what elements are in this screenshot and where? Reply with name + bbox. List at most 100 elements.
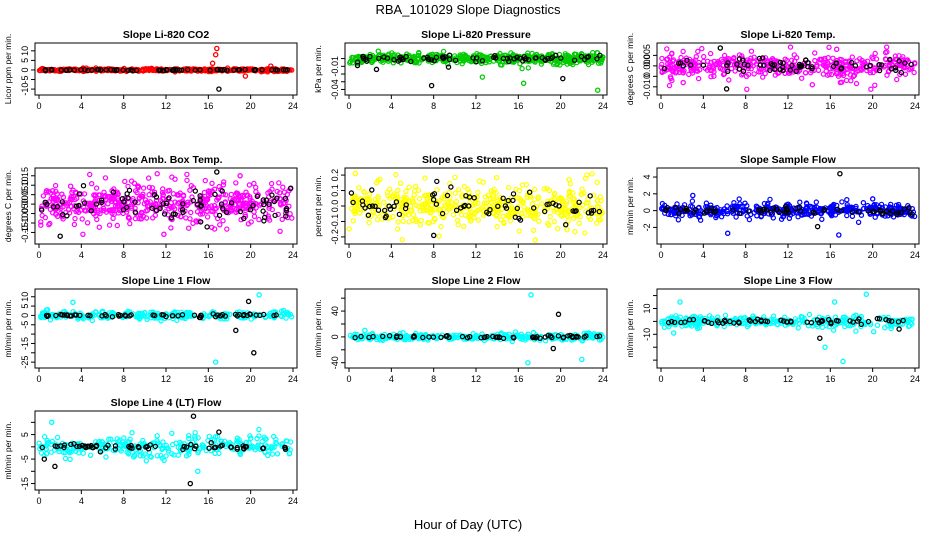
data-point — [417, 222, 423, 228]
data-point-black — [108, 66, 114, 73]
data-point-black — [218, 201, 225, 207]
data-point — [519, 182, 526, 188]
data-point-black — [434, 178, 440, 185]
data-point-black — [573, 333, 580, 340]
data-point — [874, 66, 880, 73]
data-point-black — [746, 317, 752, 323]
data-point — [812, 57, 818, 64]
data-point-black — [48, 66, 55, 73]
data-point — [478, 60, 485, 67]
data-point-black — [876, 316, 883, 322]
outlier-point — [445, 64, 452, 70]
y-tick-label: 0.05 — [20, 186, 30, 204]
data-point — [217, 222, 223, 228]
data-point — [143, 67, 149, 73]
data-point — [659, 55, 665, 62]
data-point — [717, 60, 723, 67]
data-point — [106, 310, 113, 316]
data-point — [40, 193, 47, 199]
x-tick-label: 8 — [431, 374, 436, 384]
x-tick-label: 0 — [346, 250, 351, 260]
data-point-black — [97, 449, 104, 455]
data-point — [100, 205, 107, 211]
data-point — [220, 191, 226, 197]
data-point — [146, 184, 153, 191]
data-point — [176, 192, 182, 198]
x-tick-label: 4 — [389, 250, 394, 260]
y-tick-label: 0 — [20, 67, 30, 72]
data-point — [186, 435, 192, 442]
data-point-black — [828, 321, 834, 327]
data-point — [878, 201, 885, 208]
data-point — [678, 54, 684, 61]
data-point — [372, 196, 378, 203]
outlier-point — [237, 173, 243, 179]
data-point-black — [470, 55, 476, 61]
outlier-point — [41, 456, 48, 462]
x-tick-label: 16 — [203, 101, 213, 111]
x-tick-label: 12 — [471, 101, 481, 111]
data-point-black — [95, 66, 102, 73]
data-point-black — [282, 195, 288, 202]
data-point — [494, 196, 500, 203]
data-point — [541, 206, 548, 212]
data-point — [409, 207, 415, 213]
data-point — [872, 82, 878, 89]
data-point-black — [178, 67, 185, 73]
data-point — [745, 71, 752, 78]
data-point — [178, 213, 184, 220]
y-tick-label: 0.000 — [642, 55, 652, 78]
chart-title: Slope Line 1 Flow — [122, 275, 212, 287]
data-point-black — [183, 444, 190, 450]
data-point — [148, 67, 155, 73]
data-point — [849, 54, 856, 60]
data-point-black — [163, 200, 170, 206]
data-point — [762, 70, 768, 77]
data-point-black — [546, 201, 552, 207]
data-point-black — [563, 221, 569, 228]
data-point-black — [747, 318, 754, 324]
data-point — [911, 69, 917, 76]
data-point — [860, 199, 867, 206]
y-tick-label: 5 — [20, 304, 30, 309]
outlier-point — [216, 86, 222, 92]
data-point-black — [420, 334, 426, 341]
data-point-black — [87, 313, 93, 319]
data-point — [418, 217, 424, 224]
data-point-black — [889, 318, 895, 324]
data-point-black — [431, 191, 438, 197]
data-point-black — [677, 60, 684, 66]
data-point-black — [61, 444, 67, 451]
data-point — [504, 212, 511, 219]
data-point-black — [269, 67, 275, 73]
data-point — [252, 447, 258, 453]
x-tick-label: 12 — [161, 101, 171, 111]
y-tick-label: -0.1 — [330, 214, 340, 230]
data-point — [80, 316, 87, 322]
x-tick-label: 16 — [203, 496, 213, 506]
data-point-black — [757, 62, 764, 68]
data-point — [724, 203, 730, 209]
data-point-black — [597, 52, 603, 59]
data-point — [857, 56, 863, 62]
data-point-black — [683, 205, 689, 212]
data-point-black — [482, 334, 488, 340]
outlier-point — [822, 344, 828, 350]
data-point-black — [271, 312, 277, 319]
data-point — [129, 430, 135, 436]
data-point — [519, 211, 525, 217]
data-point — [792, 209, 799, 215]
data-point — [795, 325, 801, 331]
data-point-black — [453, 207, 460, 213]
data-point-black — [53, 312, 59, 319]
data-point — [145, 66, 152, 72]
data-point-black — [39, 444, 46, 451]
data-point-black — [879, 210, 885, 216]
data-point-black — [682, 319, 688, 325]
data-point — [105, 193, 112, 200]
data-point — [423, 207, 429, 213]
data-point — [843, 315, 849, 322]
data-point — [446, 206, 452, 212]
data-point — [732, 68, 738, 74]
data-point — [238, 216, 244, 223]
